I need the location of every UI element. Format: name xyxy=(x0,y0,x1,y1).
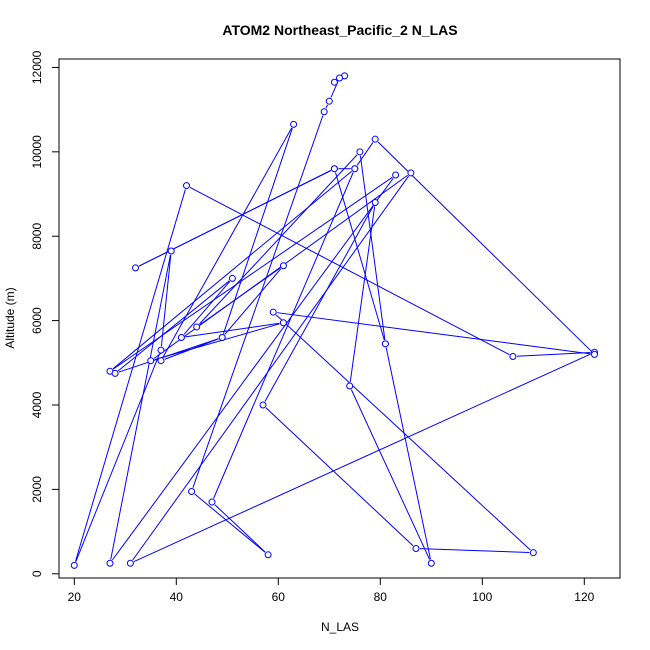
data-point xyxy=(269,308,277,316)
series-segment xyxy=(164,338,219,360)
series-segment xyxy=(112,170,353,370)
data-point xyxy=(371,135,379,143)
data-point xyxy=(591,350,598,358)
series-segment xyxy=(74,189,186,562)
series-segment xyxy=(160,254,172,347)
y-axis: 0 2000 4000 6000 8000 10000 12000 xyxy=(30,50,59,577)
series-segment xyxy=(264,205,374,402)
series-segment xyxy=(275,314,531,551)
y-tick-label: 8000 xyxy=(30,223,44,250)
series-segment xyxy=(350,389,431,560)
series-segment xyxy=(199,267,281,326)
series-segment xyxy=(75,353,160,562)
y-tick-label: 0 xyxy=(30,570,44,577)
y-tick-label: 10000 xyxy=(30,135,44,169)
data-point xyxy=(188,488,196,495)
series-segment xyxy=(356,142,374,166)
series-segment xyxy=(118,338,219,373)
data-point xyxy=(157,346,165,354)
plot-frame xyxy=(58,58,621,579)
x-tick-label: 60 xyxy=(272,590,286,604)
data-point xyxy=(325,97,333,105)
data-point xyxy=(157,357,165,365)
x-tick-label: 80 xyxy=(374,590,388,604)
data-point xyxy=(208,498,216,506)
data-point xyxy=(279,262,287,270)
data-point xyxy=(407,169,415,177)
data-point xyxy=(351,165,359,173)
data-point xyxy=(509,352,517,360)
series-segment xyxy=(516,351,591,357)
series-segment xyxy=(133,353,592,563)
data-point xyxy=(193,323,201,331)
data-point xyxy=(111,369,119,377)
data-point xyxy=(336,74,343,82)
series-segment xyxy=(214,504,266,553)
series-segment xyxy=(359,155,386,340)
series-segment xyxy=(224,268,282,335)
series-segment xyxy=(325,104,329,109)
data-point xyxy=(356,148,364,156)
x-axis-label: N_LAS xyxy=(321,620,359,634)
data-point xyxy=(167,247,175,255)
series-segment xyxy=(192,115,324,488)
data-point xyxy=(346,382,354,390)
data-point xyxy=(381,340,389,348)
series-segment xyxy=(183,281,231,335)
data-point xyxy=(106,559,114,567)
series-segment xyxy=(349,206,376,383)
series-segment xyxy=(113,176,393,370)
data-point xyxy=(264,551,272,559)
x-tick-label: 40 xyxy=(170,590,184,604)
data-point xyxy=(132,264,139,272)
x-tick-label: 120 xyxy=(574,590,594,604)
data-point xyxy=(126,559,134,567)
data-point xyxy=(529,549,537,557)
series-segment xyxy=(162,127,293,358)
data-point xyxy=(218,333,226,341)
x-tick-label: 100 xyxy=(472,590,492,604)
x-axis: 20 40 60 80 100 120 xyxy=(68,578,595,604)
series-segment xyxy=(189,186,510,356)
series-segment xyxy=(185,322,280,338)
series-segment xyxy=(419,548,530,554)
data-point xyxy=(427,559,435,567)
data-point xyxy=(70,561,78,569)
series-segment xyxy=(335,172,385,341)
y-tick-label: 6000 xyxy=(30,307,44,334)
series-segment xyxy=(194,493,266,553)
y-tick-label: 2000 xyxy=(30,476,44,503)
data-point xyxy=(320,108,328,116)
series-segment xyxy=(277,312,591,355)
series-segment xyxy=(377,141,592,352)
series-segment xyxy=(117,280,230,372)
data-point xyxy=(177,333,185,341)
data-point xyxy=(412,544,420,552)
series-segment xyxy=(111,177,394,561)
series-segment xyxy=(132,175,409,561)
data-point xyxy=(147,357,155,365)
chart-title: ATOM2 Northeast_Pacific_2 N_LAS xyxy=(222,22,457,38)
series-segment xyxy=(385,347,431,560)
data-point xyxy=(330,78,338,86)
data-point xyxy=(279,319,287,327)
data-point xyxy=(290,120,298,128)
data-point xyxy=(371,198,379,206)
data-point xyxy=(330,165,338,173)
y-tick-label: 12000 xyxy=(30,50,44,84)
series-segment xyxy=(265,407,414,547)
series-segment xyxy=(199,154,358,325)
y-axis-label: Altitude (m) xyxy=(3,287,17,348)
x-tick-label: 20 xyxy=(68,590,82,604)
data-point xyxy=(392,171,400,179)
y-tick-label: 4000 xyxy=(30,391,44,418)
plot-layer xyxy=(70,72,598,569)
data-point xyxy=(228,274,236,282)
data-point xyxy=(183,182,190,190)
data-point xyxy=(259,401,267,409)
series-segment xyxy=(213,172,354,499)
series-segment xyxy=(110,254,171,560)
